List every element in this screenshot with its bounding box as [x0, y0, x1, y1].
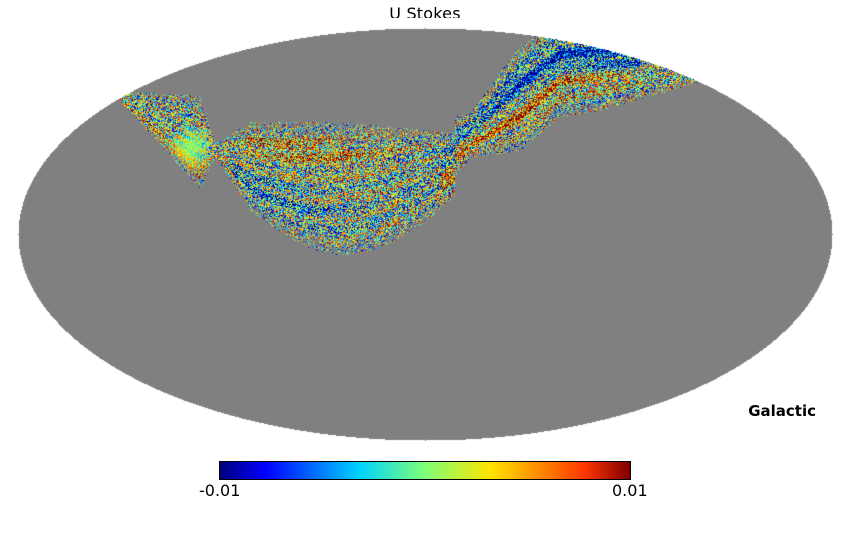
- colorbar: [219, 461, 631, 480]
- coordinate-system-label: Galactic: [748, 402, 816, 420]
- colorbar-min-label: -0.01: [199, 481, 241, 500]
- colorbar-gradient: [219, 461, 631, 480]
- mollweide-sky-map: [0, 18, 850, 448]
- colorbar-max-label: 0.01: [612, 481, 648, 500]
